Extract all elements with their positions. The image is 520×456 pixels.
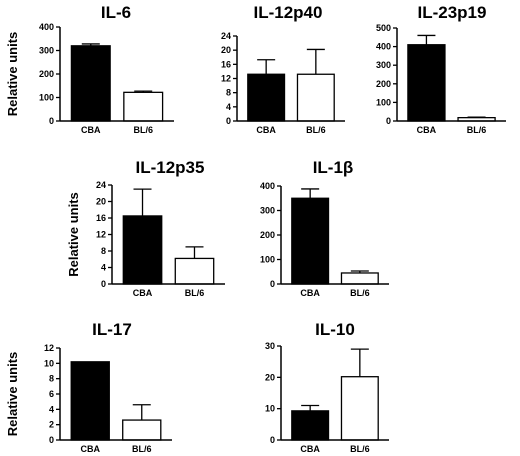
y-tick-label: 400 — [39, 22, 54, 32]
chart-il17: IL-17 Relative units CBA BL/6 0 2 4 6 8 10 12 — [5, 320, 172, 454]
chart-title: IL-10 — [315, 320, 355, 339]
y-tick-label: 0 — [386, 116, 391, 126]
bar-cba — [291, 410, 330, 441]
y-tick-label: 16 — [221, 59, 231, 69]
bar-cba — [122, 215, 163, 285]
bar-cba — [291, 197, 330, 285]
y-axis-label: Relative units — [66, 192, 81, 277]
category-label-bl6: BL/6 — [467, 125, 487, 135]
chart-il10: IL-10 CBA BL/6 0 10 20 30 — [265, 320, 389, 454]
chart-title: IL-23p19 — [418, 3, 487, 22]
y-tick-label: 300 — [260, 206, 275, 216]
y-tick-label: 0 — [101, 279, 106, 289]
y-tick-label: 4 — [49, 404, 54, 414]
y-tick-label: 200 — [39, 69, 54, 79]
y-tick-label: 8 — [101, 246, 106, 256]
category-label-bl6: BL/6 — [133, 125, 153, 135]
bar-bl6 — [123, 91, 164, 122]
y-tick-label: 2 — [49, 420, 54, 430]
bar-cba — [407, 44, 446, 122]
category-label-cba: CBA — [256, 125, 276, 135]
category-label-cba: CBA — [300, 444, 320, 454]
y-tick-label: 100 — [260, 255, 275, 265]
y-tick-label: 0 — [270, 279, 275, 289]
y-tick-label: 200 — [260, 230, 275, 240]
bar-bl6 — [296, 73, 335, 122]
y-tick-label: 500 — [376, 23, 391, 33]
y-tick-label: 10 — [44, 358, 54, 368]
y-tick-label: 6 — [49, 389, 54, 399]
chart-title: IL-12p35 — [136, 158, 205, 177]
bar-cba — [247, 73, 286, 122]
y-tick-label: 12 — [96, 230, 106, 240]
category-label-bl6: BL/6 — [185, 288, 205, 298]
bar-bl6 — [340, 272, 379, 285]
chart-il23p19: IL-23p19 CBA BL/6 0 100 200 300 400 500 — [376, 3, 506, 135]
y-tick-label: 300 — [39, 46, 54, 56]
chart-il1: IL-1β CBA BL/6 0 100 200 300 400 — [260, 158, 389, 298]
bar-bl6 — [174, 257, 215, 285]
bar-cba — [70, 45, 111, 122]
chart-title: IL-6 — [101, 3, 131, 22]
chart-il12p35: IL-12p35 Relative units CBA BL/6 0 4 8 12 16 20 24 — [66, 158, 225, 298]
y-tick-label: 100 — [376, 97, 391, 107]
y-tick-label: 300 — [376, 60, 391, 70]
bar-bl6 — [340, 376, 379, 441]
y-axis-label: Relative units — [5, 352, 20, 437]
y-tick-label: 20 — [265, 372, 275, 382]
chart-il6: IL-6 Relative units CBA BL/6 0 100 200 300 400 — [5, 3, 174, 135]
category-label-cba: CBA — [417, 125, 437, 135]
chart-title: IL-1β — [313, 158, 354, 177]
y-tick-label: 4 — [101, 263, 106, 273]
category-label-bl6: BL/6 — [306, 125, 326, 135]
y-tick-label: 400 — [376, 42, 391, 52]
category-label-cba: CBA — [300, 288, 320, 298]
y-tick-label: 20 — [96, 197, 106, 207]
y-tick-label: 8 — [226, 88, 231, 98]
y-tick-label: 10 — [265, 404, 275, 414]
y-tick-label: 200 — [376, 79, 391, 89]
chart-il12p40: IL-12p40 CBA BL/6 0 4 8 12 16 20 24 — [221, 3, 345, 135]
y-tick-label: 0 — [49, 435, 54, 445]
y-tick-label: 4 — [226, 102, 231, 112]
category-label-cba: CBA — [81, 125, 101, 135]
category-label-bl6: BL/6 — [350, 444, 370, 454]
y-tick-label: 20 — [221, 45, 231, 55]
category-label-bl6: BL/6 — [350, 288, 370, 298]
y-tick-label: 0 — [270, 435, 275, 445]
bar-cba — [70, 361, 110, 441]
y-tick-label: 400 — [260, 181, 275, 191]
category-label-cba: CBA — [80, 444, 100, 454]
y-tick-label: 30 — [265, 341, 275, 351]
chart-title: IL-17 — [92, 320, 132, 339]
y-tick-label: 12 — [44, 343, 54, 353]
y-tick-label: 0 — [226, 116, 231, 126]
y-tick-label: 8 — [49, 374, 54, 384]
y-tick-label: 100 — [39, 93, 54, 103]
y-axis-label: Relative units — [5, 32, 20, 117]
chart-title: IL-12p40 — [254, 3, 323, 22]
category-label-cba: CBA — [133, 288, 153, 298]
y-tick-label: 24 — [96, 180, 106, 190]
y-tick-label: 12 — [221, 74, 231, 84]
bar-bl6 — [122, 419, 162, 441]
y-tick-label: 16 — [96, 213, 106, 223]
y-tick-label: 24 — [221, 31, 231, 41]
category-label-bl6: BL/6 — [132, 444, 152, 454]
y-tick-label: 0 — [49, 116, 54, 126]
